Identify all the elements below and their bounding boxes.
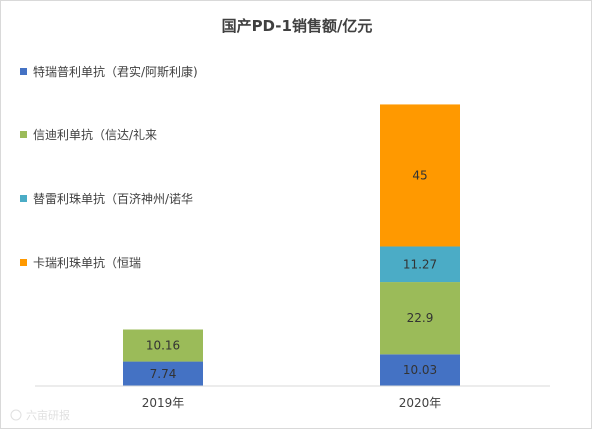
x-axis-ticks: 2019年 2020年 xyxy=(142,396,442,410)
chart-title: 国产PD-1销售额/亿元 xyxy=(222,17,373,35)
bar-segment xyxy=(380,104,460,247)
data-label: 45 xyxy=(412,168,427,182)
data-label: 10.03 xyxy=(403,363,437,377)
legend-swatch xyxy=(20,259,27,266)
data-label: 11.27 xyxy=(403,257,437,271)
legend-swatch xyxy=(20,195,27,202)
bars xyxy=(123,104,460,386)
legend-swatch xyxy=(20,68,27,75)
legend-swatch xyxy=(20,131,27,138)
data-label: 10.16 xyxy=(146,339,180,353)
legend-label: 替雷利珠单抗（百济神州/诺华 xyxy=(33,191,193,206)
bar-segment xyxy=(123,361,203,386)
bar-segment xyxy=(380,354,460,386)
legend-label: 信迪利单抗（信达/礼来 xyxy=(33,127,157,142)
watermark-logo-icon xyxy=(10,409,22,421)
data-labels: 7.74 10.16 10.03 22.9 11.27 45 xyxy=(146,168,437,380)
legend-label: 卡瑞利珠单抗（恒瑞 xyxy=(33,255,141,270)
data-label: 7.74 xyxy=(150,367,177,381)
bar-segment xyxy=(380,246,460,283)
legend-label: 特瑞普利单抗（君实/阿斯利康) xyxy=(33,64,198,79)
data-label: 22.9 xyxy=(407,311,434,325)
x-tick-label: 2020年 xyxy=(399,396,442,410)
bar-segment xyxy=(123,329,203,362)
x-tick-label: 2019年 xyxy=(142,396,185,410)
legend: 特瑞普利单抗（君实/阿斯利康) 信迪利单抗（信达/礼来替雷利珠单抗（百济神州/诺华… xyxy=(20,64,198,270)
bar-segment xyxy=(380,282,460,355)
watermark: 六亩研报 xyxy=(10,408,70,422)
watermark-text: 六亩研报 xyxy=(26,408,70,422)
